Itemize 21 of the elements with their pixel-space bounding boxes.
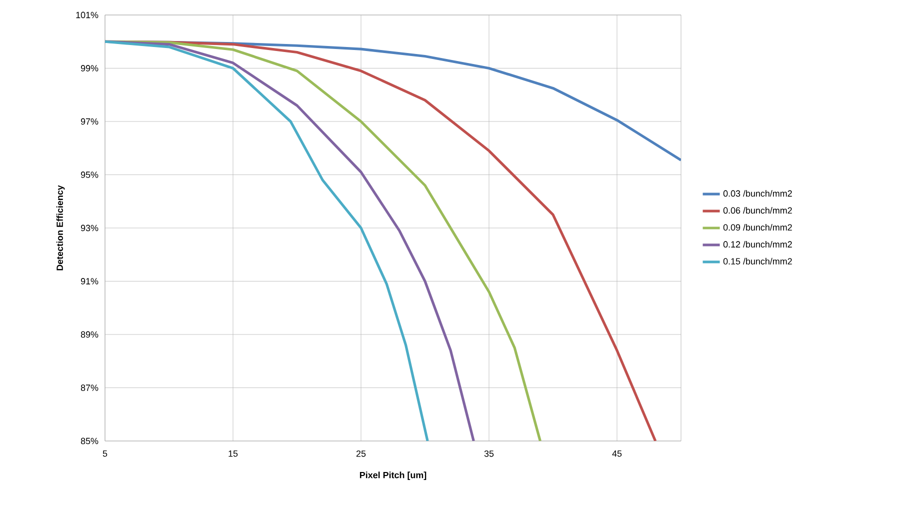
y-tick-label: 99% — [80, 65, 98, 72]
y-axis-title: Detection Efficiency — [56, 185, 65, 270]
y-tick-label: 89% — [80, 331, 98, 338]
x-tick-label: 45 — [612, 450, 622, 457]
y-tick-label: 93% — [80, 224, 98, 232]
legend-label: 0.15 /bunch/mm2 — [723, 258, 792, 264]
x-axis-title: Pixel Pitch [um] — [360, 472, 426, 480]
x-tick-label: 5 — [102, 450, 108, 457]
x-tick-label: 35 — [484, 450, 494, 457]
legend-label: 0.09 /bunch/mm2 — [723, 224, 792, 231]
x-tick-label: 25 — [356, 450, 366, 457]
y-tick-label: 87% — [80, 384, 98, 391]
legend-label: 0.12 /bunch/mm2 — [723, 240, 792, 248]
legend-label: 0.03 /bunch/mm2 — [723, 190, 792, 197]
y-tick-label: 97% — [80, 118, 98, 125]
y-tick-label: 91% — [80, 278, 98, 284]
y-tick-label: 85% — [80, 438, 98, 444]
y-tick-label: 101% — [76, 12, 98, 18]
y-tick-label: 95% — [80, 172, 98, 178]
legend-label: 0.06 /bunch/mm2 — [723, 207, 792, 214]
x-tick-label: 15 — [228, 450, 238, 457]
